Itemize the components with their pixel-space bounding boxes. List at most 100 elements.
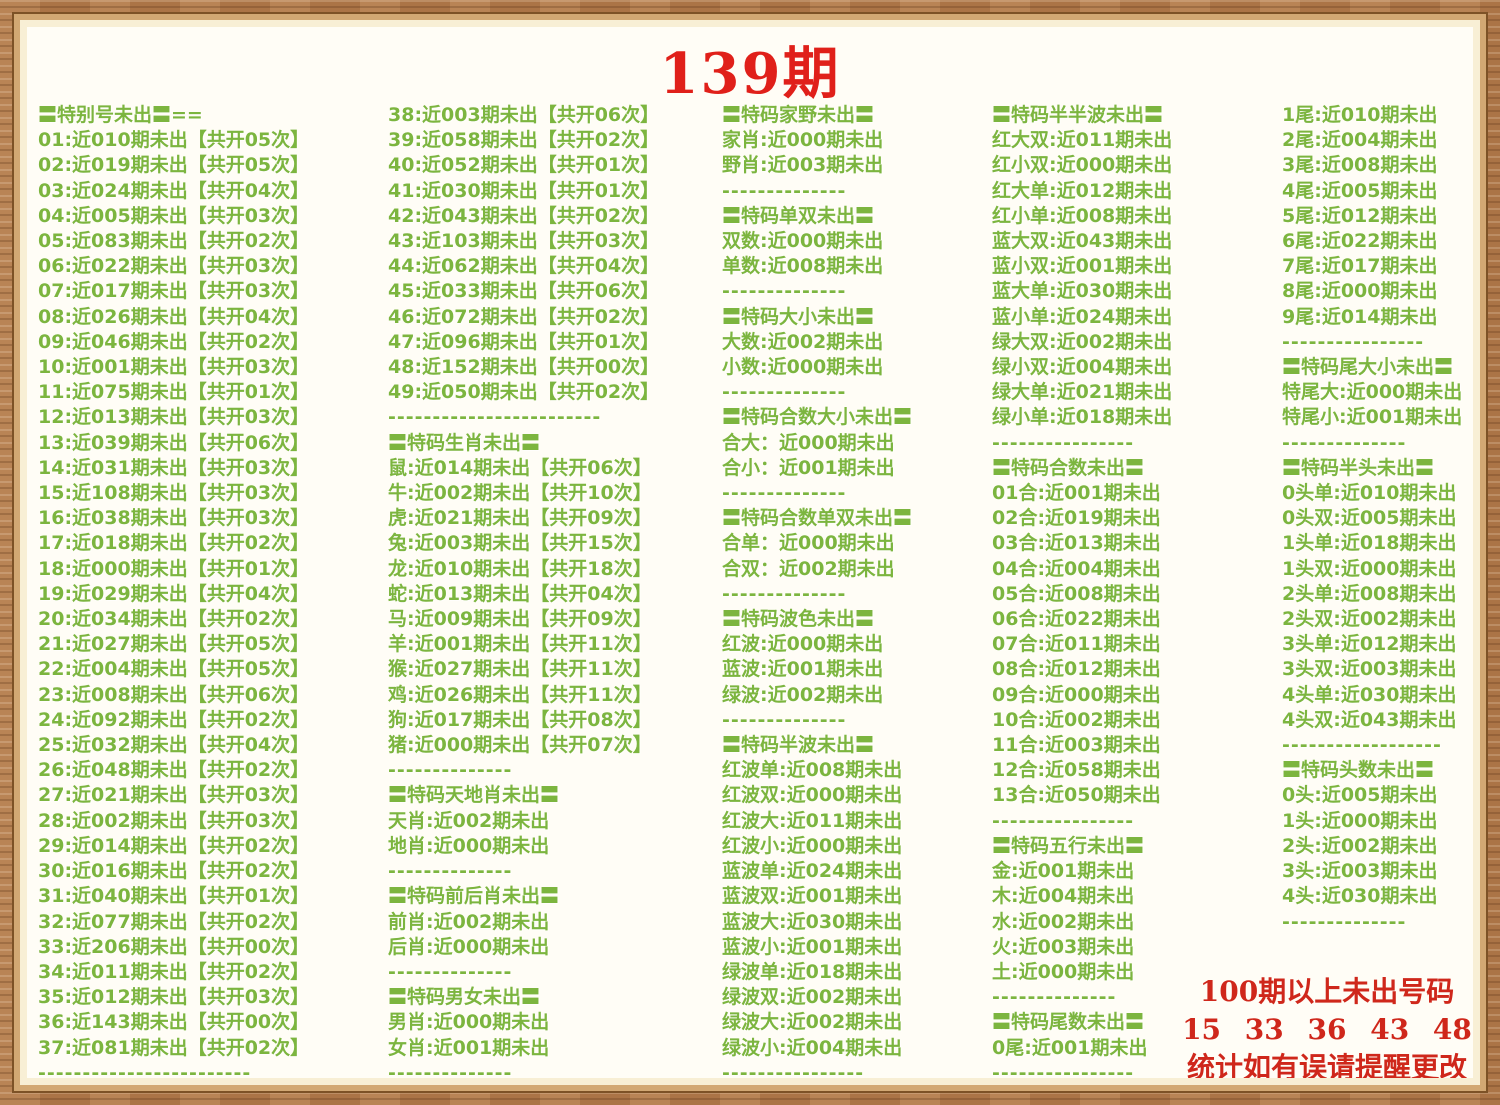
- stat-line: 35:近012期未出【共开03次】: [38, 986, 310, 1009]
- stat-line: 01:近010期未出【共开05次】: [38, 129, 310, 152]
- section-divider: ----------------: [992, 809, 1135, 832]
- section-header: 〓特码男女未出〓: [388, 986, 541, 1009]
- stat-line: 牛:近002期未出【共开10次】: [388, 482, 652, 505]
- footer-note-line1: 100期以上未出号码: [1199, 975, 1455, 1008]
- stat-line: 11:近075期未出【共开01次】: [38, 381, 310, 404]
- stat-line: 红波双:近000期未出: [722, 784, 903, 807]
- stat-line: 前肖:近002期未出: [388, 910, 550, 933]
- stat-line: 03:近024期未出【共开04次】: [38, 179, 310, 202]
- stat-line: 男肖:近000期未出: [388, 1011, 550, 1034]
- stat-line: 合双：近002期未出: [722, 557, 895, 580]
- stats-column-1: 〓特别号未出〓== 01:近010期未出【共开05次】 02:近019期未出【共开0…: [38, 103, 309, 1078]
- section-header: 〓特码头数未出〓: [1282, 759, 1435, 782]
- stat-line: 合小：近001期未出: [722, 456, 895, 479]
- stat-line: 42:近043期未出【共开02次】: [388, 204, 660, 227]
- section-header: 〓特码合数大小未出〓: [722, 406, 913, 429]
- stat-line: 33:近206期未出【共开00次】: [38, 935, 310, 958]
- stat-line: 29:近014期未出【共开02次】: [38, 834, 310, 857]
- section-divider: --------------: [1282, 910, 1407, 933]
- stat-line: 1头单:近018期未出: [1282, 532, 1457, 555]
- section-divider: --------------: [388, 860, 513, 883]
- stats-sheet: 139期 〓特别号未出〓== 01:近010期未出【共开05次】 02:近019期未…: [27, 27, 1473, 1078]
- stat-line: 40:近052期未出【共开01次】: [388, 154, 660, 177]
- stat-line: 蓝波单:近024期未出: [722, 860, 903, 883]
- stat-line: 4头单:近030期未出: [1282, 683, 1457, 706]
- stat-line: 37:近081期未出【共开02次】: [38, 1036, 310, 1059]
- stat-line: 0尾:近001期未出: [992, 1036, 1148, 1059]
- stat-line: 猴:近027期未出【共开11次】: [388, 658, 652, 681]
- section-header: 〓特码尾大小未出〓: [1282, 356, 1454, 379]
- stat-line: 水:近002期未出: [992, 910, 1135, 933]
- section-header: 〓特码半半波未出〓: [992, 104, 1164, 126]
- stat-line: 鼠:近014期未出【共开06次】: [388, 456, 652, 479]
- stat-line: 红大双:近011期未出: [992, 129, 1173, 152]
- section-header: 〓特码五行未出〓: [992, 834, 1145, 857]
- stat-line: 绿波大:近002期未出: [722, 1011, 903, 1034]
- frame-cream-band: 139期 〓特别号未出〓== 01:近010期未出【共开05次】 02:近019期未…: [20, 20, 1480, 1085]
- stat-line: 9尾:近014期未出: [1282, 305, 1438, 328]
- stat-line: 蓝小单:近024期未出: [992, 305, 1173, 328]
- stat-line: 15:近108期未出【共开03次】: [38, 482, 310, 505]
- page-title: 139期: [659, 41, 841, 107]
- stat-line: 46:近072期未出【共开02次】: [388, 305, 660, 328]
- stat-line: 17:近018期未出【共开02次】: [38, 532, 310, 555]
- section-header: 〓特码尾数未出〓: [992, 1011, 1145, 1034]
- stat-line: 24:近092期未出【共开02次】: [38, 708, 310, 731]
- stat-line: 蓝波:近001期未出: [722, 658, 884, 681]
- stat-line: 8尾:近000期未出: [1282, 280, 1438, 303]
- stat-line: 49:近050期未出【共开02次】: [388, 381, 660, 404]
- stat-line: 5尾:近012期未出: [1282, 204, 1438, 227]
- stat-line: 0头单:近010期未出: [1282, 482, 1457, 505]
- stat-line: 47:近096期未出【共开01次】: [388, 330, 660, 353]
- stat-line: 32:近077期未出【共开02次】: [38, 910, 310, 933]
- stat-line: 蛇:近013期未出【共开04次】: [388, 582, 652, 605]
- section-divider: ------------------------: [38, 1061, 252, 1078]
- section-divider: --------------: [722, 179, 847, 202]
- stat-line: 天肖:近002期未出: [388, 809, 550, 832]
- stat-line: 05合:近008期未出: [992, 582, 1161, 605]
- stat-line: 鸡:近026期未出【共开11次】: [388, 683, 652, 706]
- section-header: 〓特码半头未出〓: [1282, 456, 1435, 479]
- stat-line: 2头双:近002期未出: [1282, 608, 1457, 631]
- stats-column-3: 〓特码家野未出〓 家肖:近000期未出 野肖:近003期未出 ------------…: [722, 103, 912, 1078]
- stat-line: 红波大:近011期未出: [722, 809, 903, 832]
- section-header: 〓特码家野未出〓: [722, 104, 875, 126]
- stat-line: 蓝大双:近043期未出: [992, 230, 1173, 253]
- stat-line: 1头双:近000期未出: [1282, 557, 1457, 580]
- stat-line: 3头单:近012期未出: [1282, 633, 1457, 656]
- stat-line: 09:近046期未出【共开02次】: [38, 330, 310, 353]
- stat-line: 野肖:近003期未出: [722, 154, 884, 177]
- stat-line: 家肖:近000期未出: [722, 129, 884, 152]
- stat-line: 蓝波大:近030期未出: [722, 910, 903, 933]
- stat-line: 08:近026期未出【共开04次】: [38, 305, 310, 328]
- section-header: 〓特码合数单双未出〓: [722, 507, 913, 530]
- stat-line: 蓝大单:近030期未出: [992, 280, 1173, 303]
- stat-line: 45:近033期未出【共开06次】: [388, 280, 660, 303]
- section-divider: ----------------: [992, 431, 1135, 454]
- stat-line: 地肖:近000期未出: [388, 834, 550, 857]
- stat-line: 07:近017期未出【共开03次】: [38, 280, 310, 303]
- stat-line: 红小双:近000期未出: [992, 154, 1173, 177]
- section-divider: --------------: [388, 759, 513, 782]
- stat-line: 蓝波小:近001期未出: [722, 935, 903, 958]
- stat-line: 特尾小:近001期未出: [1282, 406, 1463, 429]
- stat-line: 38:近003期未出【共开06次】: [388, 104, 660, 126]
- stat-line: 02合:近019期未出: [992, 507, 1161, 530]
- stat-line: 08合:近012期未出: [992, 658, 1161, 681]
- stats-column-2: 38:近003期未出【共开06次】 39:近058期未出【共开02次】 40:近05…: [388, 103, 659, 1078]
- stat-line: 绿小单:近018期未出: [992, 406, 1173, 429]
- stat-line: 43:近103期未出【共开03次】: [388, 230, 660, 253]
- stat-line: 0头:近005期未出: [1282, 784, 1438, 807]
- stat-line: 39:近058期未出【共开02次】: [388, 129, 660, 152]
- stat-line: 羊:近001期未出【共开11次】: [388, 633, 652, 656]
- stat-line: 26:近048期未出【共开02次】: [38, 759, 310, 782]
- stat-line: 火:近003期未出: [992, 935, 1135, 958]
- footer-note-numbers: 15 33 36 43 48: [1182, 1013, 1472, 1046]
- stat-line: 31:近040期未出【共开01次】: [38, 885, 310, 908]
- stat-line: 双数:近000期未出: [722, 230, 884, 253]
- section-header: 〓特码生肖未出〓: [388, 431, 541, 454]
- stat-line: 48:近152期未出【共开00次】: [388, 356, 660, 379]
- stat-line: 16:近038期未出【共开03次】: [38, 507, 310, 530]
- section-divider: --------------: [722, 381, 847, 404]
- stat-line: 绿小双:近004期未出: [992, 356, 1173, 379]
